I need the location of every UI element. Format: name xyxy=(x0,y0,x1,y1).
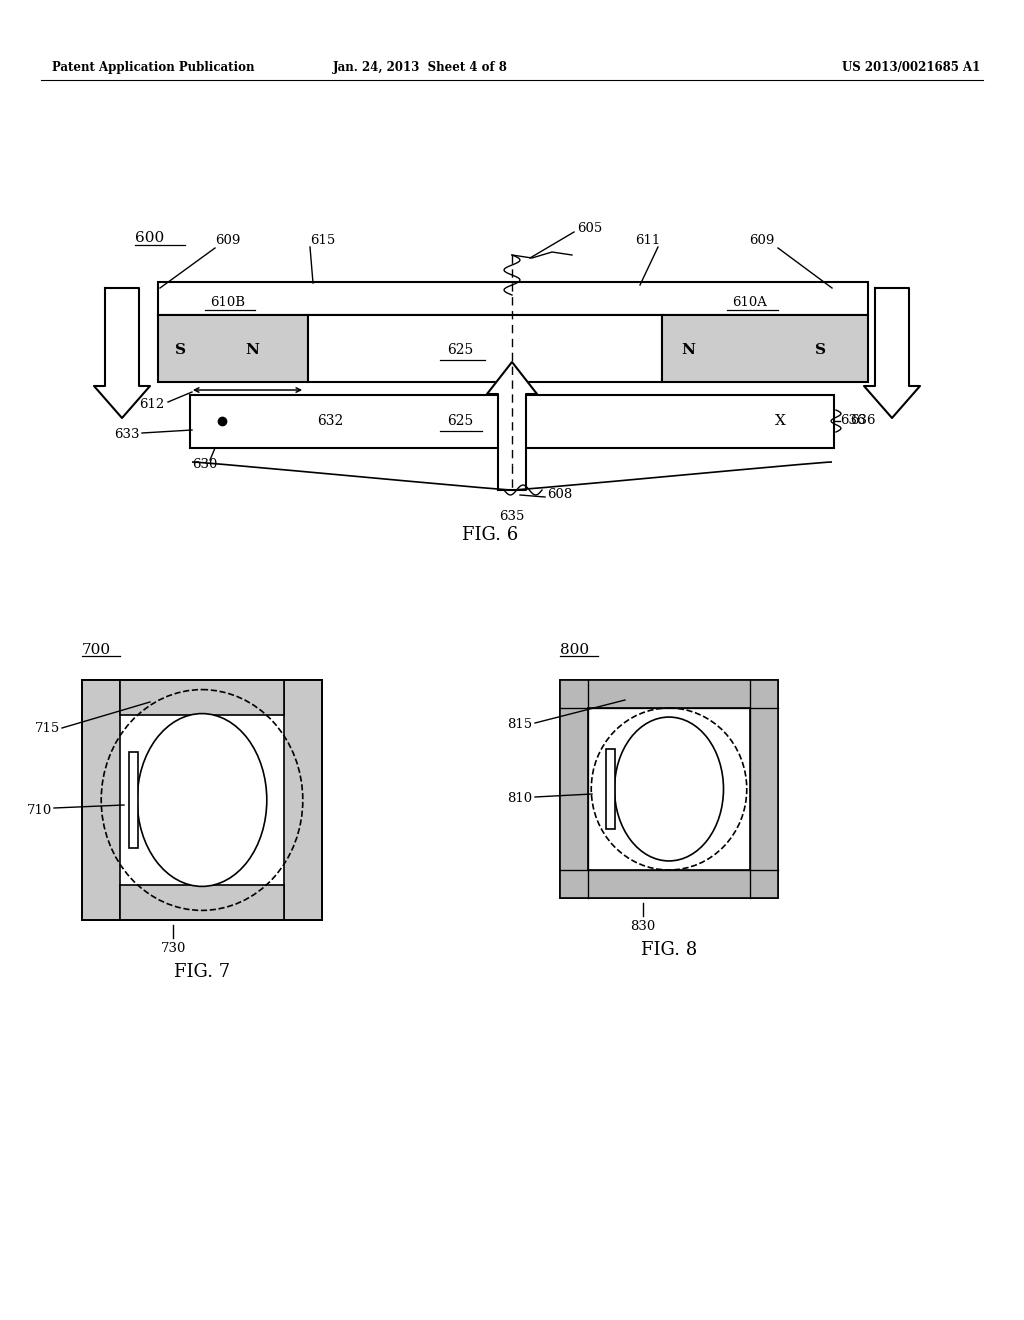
Text: 636: 636 xyxy=(850,414,876,428)
Text: 730: 730 xyxy=(161,941,186,954)
Text: FIG. 8: FIG. 8 xyxy=(641,941,697,960)
Text: 625: 625 xyxy=(446,343,473,356)
Polygon shape xyxy=(487,362,537,490)
Text: 609: 609 xyxy=(750,234,775,247)
Bar xyxy=(284,680,322,920)
Bar xyxy=(120,680,284,715)
Text: 636: 636 xyxy=(840,414,865,428)
Text: X: X xyxy=(774,414,785,428)
Bar xyxy=(560,680,778,898)
Bar xyxy=(82,680,322,920)
Text: 830: 830 xyxy=(630,920,655,932)
Text: 630: 630 xyxy=(193,458,217,471)
Bar xyxy=(158,282,868,315)
Bar xyxy=(158,315,308,381)
Bar xyxy=(588,680,750,708)
Text: 608: 608 xyxy=(547,488,572,502)
Text: 625: 625 xyxy=(446,414,473,428)
Polygon shape xyxy=(94,288,150,418)
Text: 615: 615 xyxy=(310,234,335,247)
Text: 635: 635 xyxy=(500,510,524,523)
Bar xyxy=(308,315,662,381)
Bar xyxy=(588,870,750,898)
Polygon shape xyxy=(864,288,920,418)
Bar xyxy=(120,884,284,920)
Text: Jan. 24, 2013  Sheet 4 of 8: Jan. 24, 2013 Sheet 4 of 8 xyxy=(333,62,508,74)
Text: S: S xyxy=(814,343,825,356)
Text: 600: 600 xyxy=(135,231,164,246)
Text: 715: 715 xyxy=(35,722,60,734)
Text: 700: 700 xyxy=(82,643,112,657)
Bar xyxy=(588,708,750,870)
Bar xyxy=(82,680,120,920)
Text: N: N xyxy=(681,343,695,356)
Bar xyxy=(662,315,868,381)
Bar xyxy=(129,752,137,847)
Text: FIG. 6: FIG. 6 xyxy=(462,525,518,544)
Bar xyxy=(750,680,778,898)
Text: 810: 810 xyxy=(507,792,532,805)
Text: 609: 609 xyxy=(215,234,241,247)
Text: US 2013/0021685 A1: US 2013/0021685 A1 xyxy=(842,62,980,74)
Text: 633: 633 xyxy=(115,429,140,441)
Text: 610B: 610B xyxy=(211,297,246,309)
Bar xyxy=(560,680,778,898)
Text: S: S xyxy=(174,343,185,356)
Text: 610A: 610A xyxy=(732,297,767,309)
Ellipse shape xyxy=(614,717,724,861)
Text: 611: 611 xyxy=(635,234,660,247)
Text: Patent Application Publication: Patent Application Publication xyxy=(52,62,255,74)
Text: 815: 815 xyxy=(507,718,532,731)
Text: FIG. 7: FIG. 7 xyxy=(174,964,230,981)
Bar xyxy=(82,680,322,920)
Bar xyxy=(606,750,615,829)
Text: N: N xyxy=(245,343,259,356)
Text: 710: 710 xyxy=(27,804,52,817)
Text: 632: 632 xyxy=(316,414,343,428)
Text: 605: 605 xyxy=(577,222,602,235)
Ellipse shape xyxy=(137,714,267,887)
Bar xyxy=(560,680,588,898)
Text: 800: 800 xyxy=(560,643,589,657)
Text: 612: 612 xyxy=(138,397,164,411)
Bar xyxy=(190,395,834,447)
